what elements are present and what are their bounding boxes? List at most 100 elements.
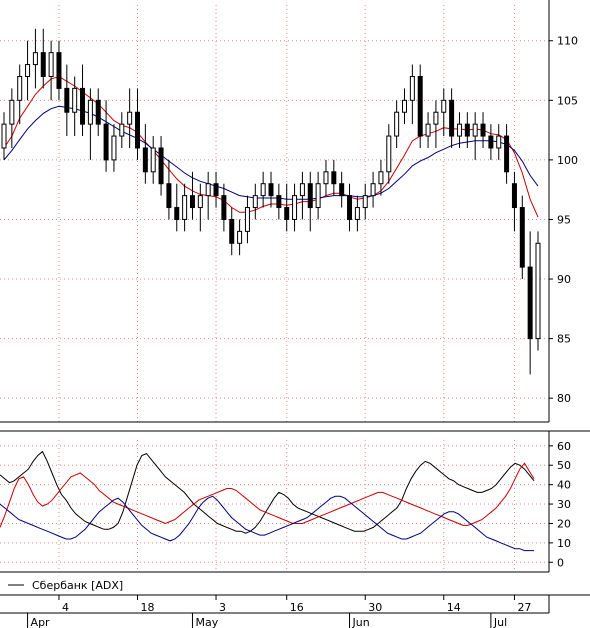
candle-body [323,171,329,185]
x-tick-label: 3 [219,601,226,614]
candle [64,64,70,137]
candle-body [205,183,211,197]
candle [17,64,23,125]
candle-body [25,64,31,77]
candle-body [135,111,140,149]
candle-body [197,195,203,209]
price-y-axis: 80 85 90 95 100 105 110 [549,35,578,405]
x-tick-label: 16 [290,601,304,614]
candle [252,183,258,220]
candle-body [535,242,541,340]
month-label: May [195,616,218,628]
candle [197,183,203,232]
month-label: Apr [31,616,51,628]
candle-body [111,135,117,161]
candle-body [40,52,46,77]
candle [25,40,31,101]
candle-body [307,183,313,209]
candle [519,195,525,280]
candle [386,124,392,184]
candle-body [519,207,525,268]
candle-body [103,123,109,161]
candle [182,183,188,232]
indicator-y-tick-label: 60 [557,440,571,453]
candle-body [87,99,93,125]
candle-body [260,183,266,197]
price-y-tick-label: 105 [557,94,578,107]
candle-body [1,123,7,149]
candle-body [292,195,298,220]
candle-body [464,123,470,137]
candle [402,88,407,125]
candle [80,64,86,137]
price-y-tick-label: 85 [557,333,571,346]
candle-body [213,183,219,197]
candle-body [370,183,376,197]
candle [339,171,345,208]
candle-body [17,75,23,101]
candle-body [237,230,243,244]
price-y-tick-label: 90 [557,273,571,286]
indicator-y-tick-label: 30 [557,498,571,511]
candle [189,171,195,220]
candle [284,183,290,232]
candle-body [347,195,353,220]
candle-body [496,135,502,149]
candle [221,183,227,232]
adx-line-2 [0,495,534,552]
candle [425,112,431,148]
candle [213,171,219,208]
candle [417,64,423,148]
candle [48,40,54,101]
candle-body [425,123,431,137]
candle [127,88,133,148]
candle [527,231,533,375]
adx-lines [0,450,535,552]
x-tick-label: 14 [447,601,461,614]
candle [111,124,117,172]
candle-body [252,195,258,209]
x-tick-label: 4 [62,601,69,614]
candle-body [456,123,462,137]
candle [9,88,15,148]
candle [244,195,250,244]
candle-body [72,87,78,113]
candle-body [417,75,423,137]
price-y-tick-label: 110 [557,35,578,48]
candle [56,40,62,101]
candle [95,88,101,137]
candle [135,88,140,160]
candle-body [56,52,62,89]
candle-body [527,266,533,340]
month-label: Jun [352,616,370,628]
candle [119,112,125,148]
candle [535,231,541,351]
candle [32,28,38,89]
candle [87,88,93,160]
x-tick-label: 30 [368,601,382,614]
candle-body [480,123,486,137]
candle-body [378,171,384,185]
candle-body [354,207,360,220]
candle-body [386,135,392,173]
candle [229,207,235,256]
candle [496,124,502,160]
legend-label: Сбербанк [ADX] [32,579,123,592]
candle-body [9,99,15,125]
candle [260,171,266,208]
candle [362,183,368,220]
candle-body [119,123,125,137]
price-y-tick-label: 80 [557,392,571,405]
candle-body [80,87,86,125]
candle [331,159,337,196]
candle-body [402,99,407,113]
candle-body [127,111,133,125]
candle-body [449,99,455,137]
candle [205,171,211,220]
candle-body [441,99,447,113]
candle [456,112,462,148]
candle-body [182,195,188,220]
candle [276,183,282,220]
x-tick-label: 27 [517,601,531,614]
candle-body [394,111,400,137]
